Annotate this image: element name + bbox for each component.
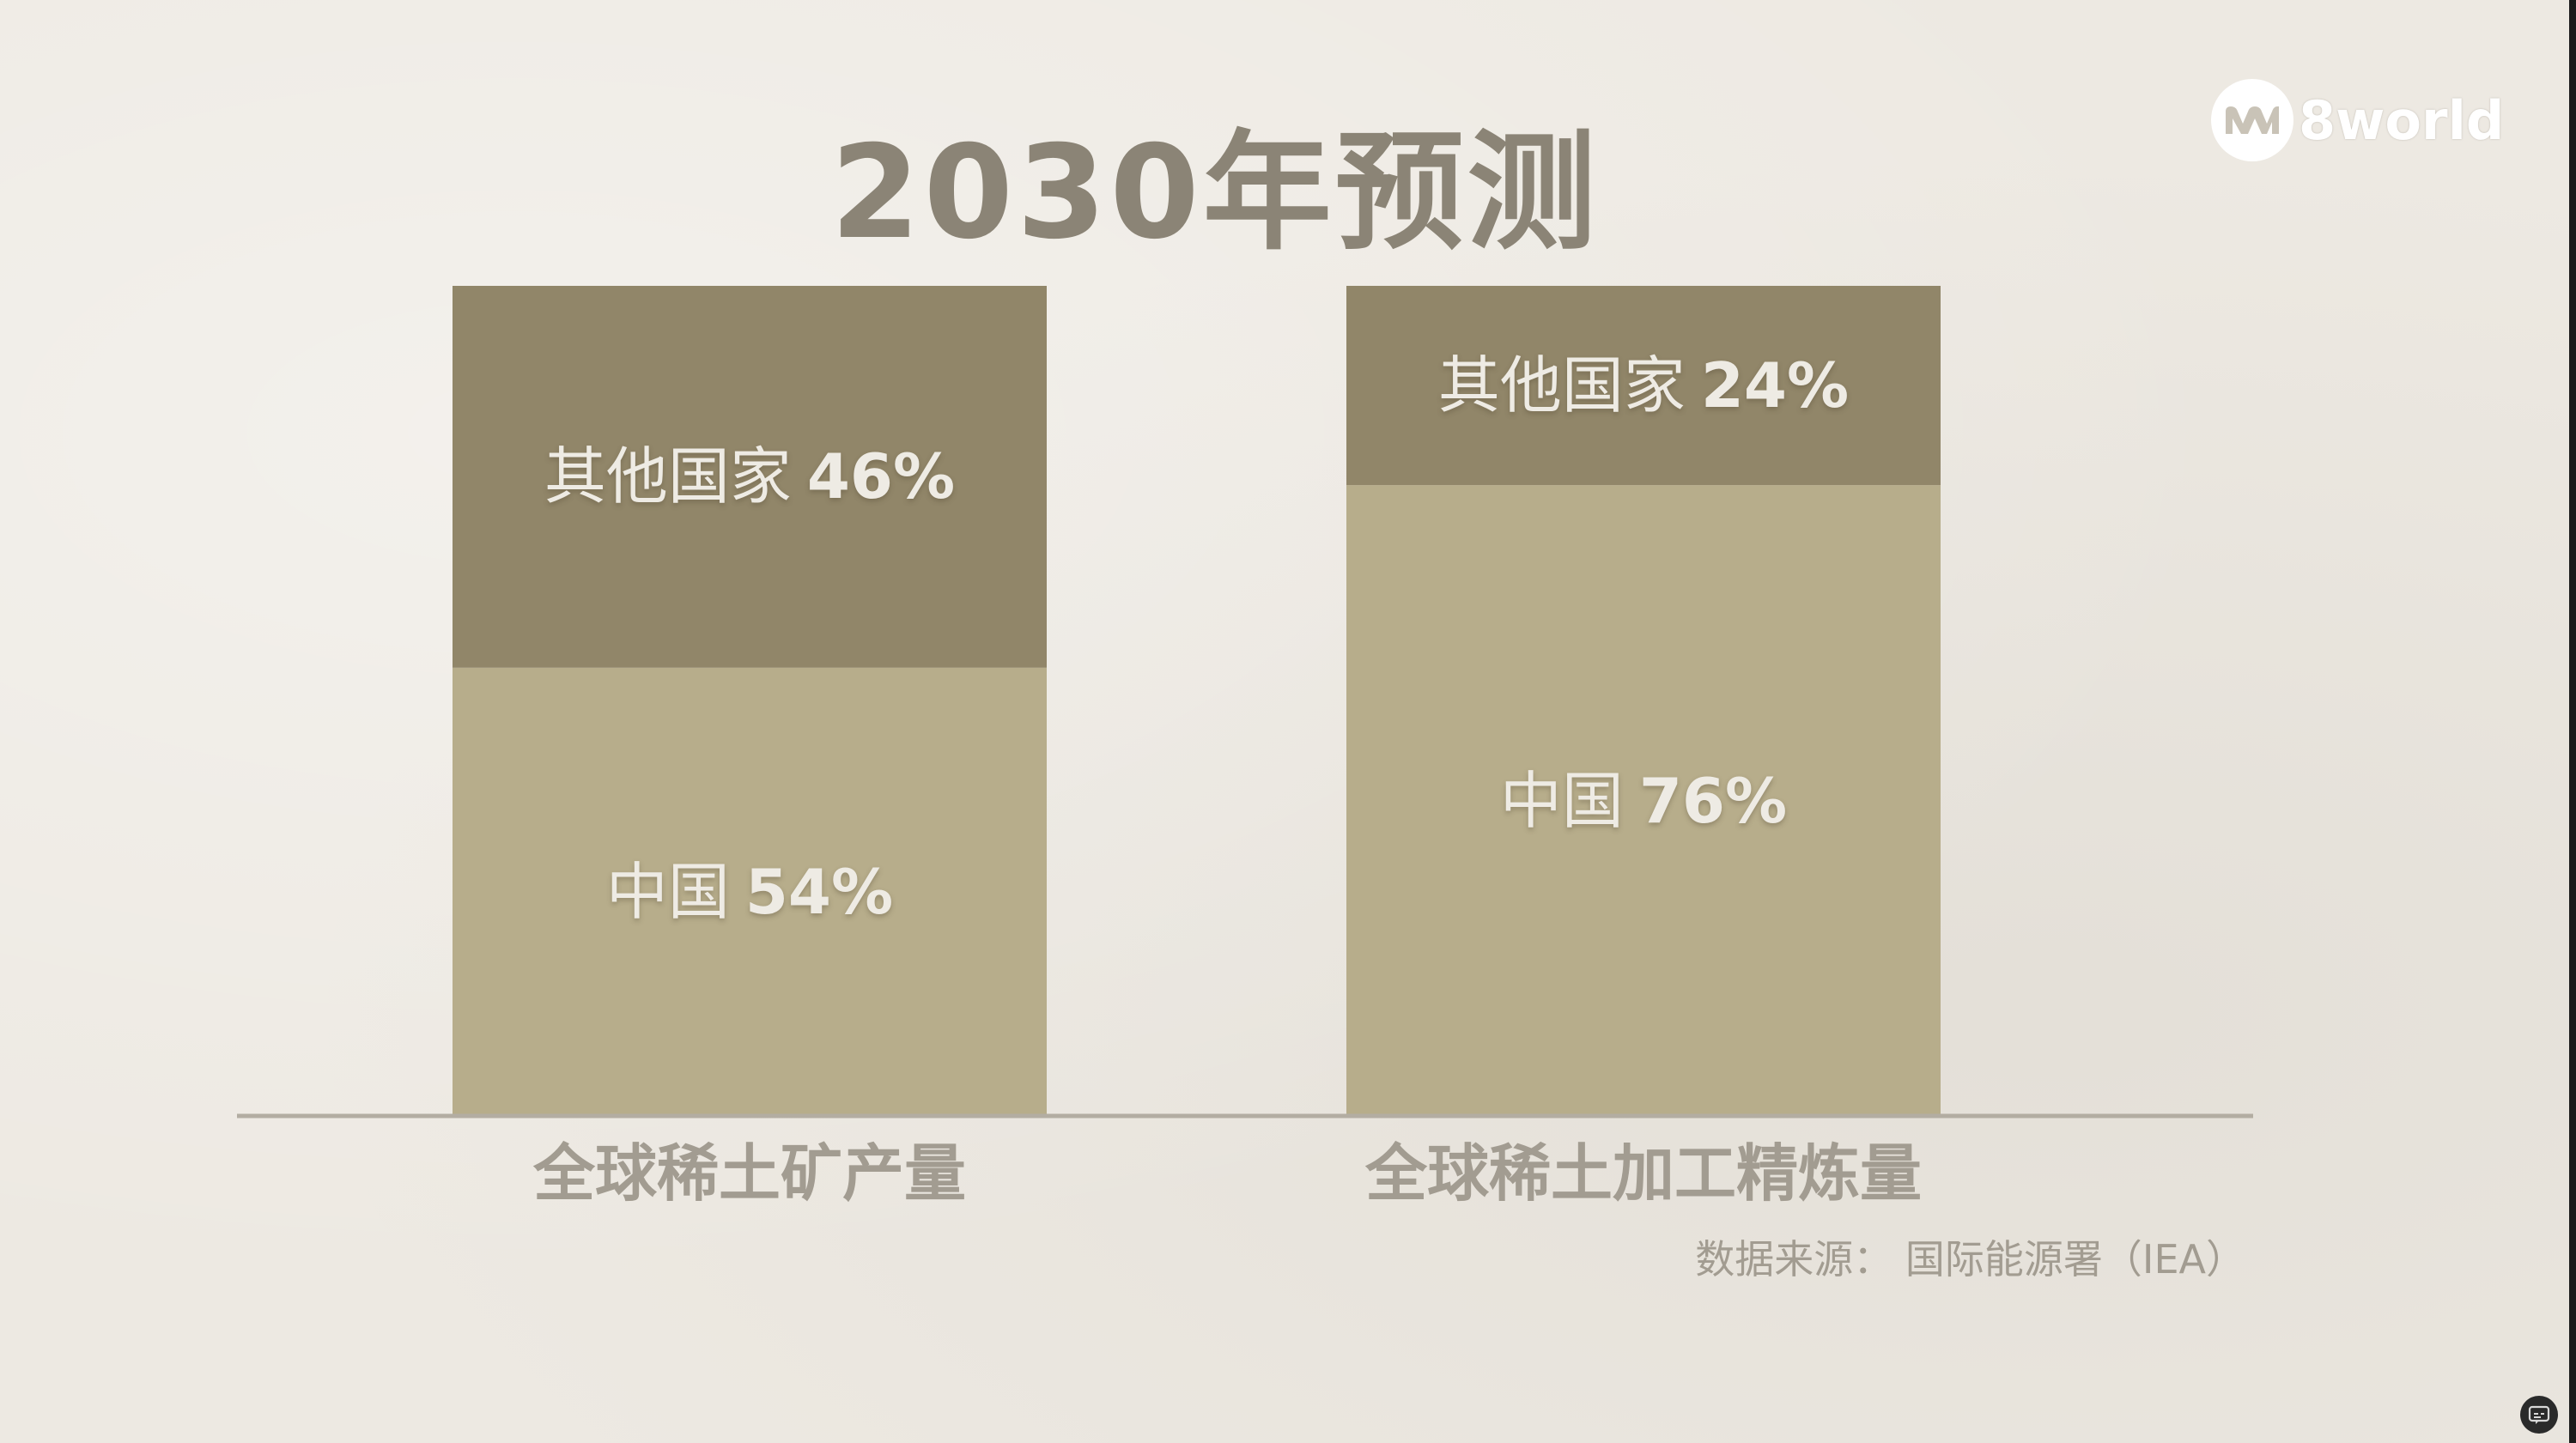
data-source-note: 数据来源： 国际能源署（IEA） xyxy=(1695,1236,2245,1282)
bar-segment-others-2 xyxy=(1346,286,1941,486)
segment-percent: 24% xyxy=(1700,349,1850,422)
segment-percent: 46% xyxy=(806,440,956,513)
segment-series-name: 其他国家 xyxy=(544,440,792,513)
segment-series-name: 中国 xyxy=(605,855,730,928)
segment-percent: 76% xyxy=(1638,764,1788,837)
window-edge-strip xyxy=(2569,0,2576,1443)
bar-segment-others-1 xyxy=(453,286,1047,668)
captions-icon xyxy=(2528,1405,2550,1424)
segment-label-others-1: 其他国家 46% xyxy=(453,438,1047,515)
chart-title: 2030年预测 xyxy=(830,118,1600,268)
segment-series-name: 中国 xyxy=(1499,764,1624,837)
bar-segment-china-1 xyxy=(453,667,1047,1116)
captions-button[interactable] xyxy=(2520,1396,2558,1434)
segment-label-others-2: 其他国家 24% xyxy=(1346,347,1941,424)
8world-logo-icon xyxy=(2211,79,2293,161)
bar-segment-china-2 xyxy=(1346,485,1941,1116)
brand-logo: 8world xyxy=(2211,77,2504,163)
segment-label-china-2: 中国 76% xyxy=(1346,762,1941,840)
segment-series-name: 其他国家 xyxy=(1437,349,1686,422)
logo-text: 8world xyxy=(2299,88,2505,152)
category-label-2: 全球稀土加工精炼量 xyxy=(1364,1137,1922,1210)
category-label-1: 全球稀土矿产量 xyxy=(532,1137,966,1210)
segment-label-china-1: 中国 54% xyxy=(453,853,1047,931)
segment-percent: 54% xyxy=(744,855,894,928)
